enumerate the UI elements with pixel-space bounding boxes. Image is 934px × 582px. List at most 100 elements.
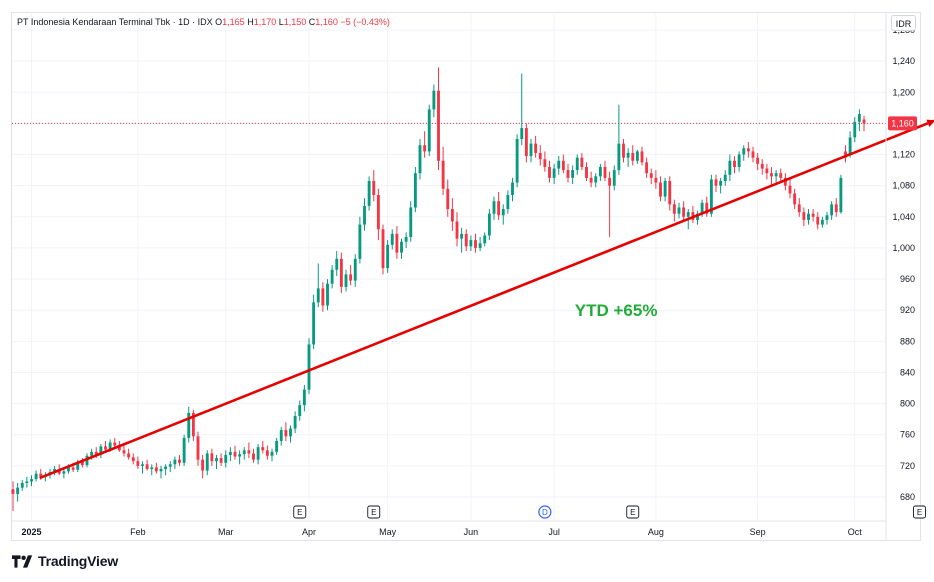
candle-body [483, 235, 487, 244]
candle-body [492, 201, 496, 214]
candle-body [580, 157, 584, 167]
dividend-marker-label: D [542, 508, 548, 517]
candle-body [326, 283, 329, 306]
candle-body [335, 258, 339, 270]
candle-body [862, 119, 866, 124]
candle-body [779, 173, 783, 178]
candle-body [228, 451, 232, 455]
candle-body [543, 159, 547, 167]
candle-body [358, 224, 362, 259]
candle-body [427, 109, 431, 152]
candle-body [825, 215, 829, 220]
trend-arrow-line[interactable] [39, 119, 934, 479]
candle-body [598, 166, 602, 177]
x-tick-label: Jul [548, 527, 560, 537]
candle-body [608, 177, 612, 186]
y-tick-label: 800 [900, 399, 915, 409]
chart-frame [11, 12, 921, 541]
candle-body [696, 213, 699, 220]
y-tick-label: 880 [900, 336, 915, 346]
candle-body [515, 138, 519, 183]
earnings-marker[interactable] [626, 505, 640, 519]
candle-body [811, 213, 815, 217]
candle-body [279, 430, 283, 441]
x-tick-label: Jun [464, 527, 479, 537]
candle-body [381, 229, 385, 269]
candle-body [117, 445, 121, 451]
candle-body [450, 209, 454, 222]
candle-body [293, 416, 297, 429]
candle-body [566, 170, 570, 178]
candle-body [705, 202, 709, 214]
x-tick-label: 2025 [21, 527, 41, 537]
y-axis[interactable]: 680 720 760 800 840 880 920 960 1,000 1,040 1,080 1… [885, 12, 917, 541]
candle-body [742, 148, 746, 155]
earnings-marker-label: E [371, 508, 376, 517]
tradingview-logo[interactable]: TradingView [12, 553, 118, 569]
candle-body [404, 237, 408, 242]
candle-body [645, 162, 649, 174]
candle-body [413, 173, 417, 208]
candle-body [585, 166, 588, 178]
candle-body [215, 458, 218, 462]
candle-body [464, 233, 468, 247]
candle-body [594, 176, 598, 183]
currency-badge[interactable]: IDR [891, 15, 916, 31]
candle-body [270, 451, 274, 456]
earnings-marker[interactable] [293, 505, 307, 519]
candle-body [834, 204, 838, 213]
candle-body [62, 471, 66, 474]
candle-body [524, 128, 528, 157]
candle-body [178, 459, 181, 463]
candle-body [765, 168, 769, 174]
earnings-marker[interactable] [913, 505, 926, 519]
symbol-legend[interactable]: PT Indonesia Kendaraan Terminal Tbk · 1D… [17, 17, 390, 27]
candle-body [34, 473, 38, 480]
candle-body [67, 467, 70, 472]
candle-body [737, 154, 741, 167]
trendline[interactable] [39, 119, 934, 479]
y-tick-label: 1,200 [892, 87, 915, 97]
candle-body [640, 151, 644, 163]
candle-body [150, 467, 154, 469]
ytd-annotation: YTD +65% [575, 301, 658, 320]
earnings-marker-label: E [630, 508, 635, 517]
earnings-marker-label: E [917, 508, 922, 517]
candle-body [774, 173, 778, 177]
candle-body [506, 195, 510, 210]
earnings-marker[interactable] [367, 505, 381, 519]
last-price-badge[interactable] [888, 116, 917, 131]
candle-body [316, 288, 320, 303]
candle-body [635, 151, 639, 161]
candle-body [446, 188, 450, 210]
candle-body [626, 152, 630, 158]
candle-body [201, 459, 205, 471]
candle-body [173, 459, 177, 465]
candle-body [423, 145, 427, 152]
candle-body [353, 258, 357, 281]
candle-body [164, 466, 168, 469]
x-tick-label: Oct [848, 527, 863, 537]
candle-body [441, 160, 445, 189]
candle-body [807, 213, 810, 220]
low-value: 1,150 [283, 17, 307, 27]
candle-body [210, 453, 214, 462]
candle-body [418, 145, 422, 174]
candle-body [848, 137, 852, 155]
candle-body [11, 489, 15, 494]
candle-body [168, 464, 172, 467]
candle-body [561, 160, 565, 171]
candle-body [16, 487, 20, 494]
x-axis[interactable]: 2025 Feb Mar Apr May Jun Jul Aug Sep Oct [11, 520, 886, 537]
candle-body [159, 468, 163, 472]
x-tick-label: Sep [750, 527, 766, 537]
candle-body [141, 464, 144, 466]
y-tick-label: 720 [900, 461, 915, 471]
dividend-marker[interactable] [538, 505, 552, 519]
candle-body [603, 166, 607, 178]
candle-body [469, 240, 473, 247]
candle-body [386, 244, 390, 269]
candle-body [719, 180, 723, 186]
